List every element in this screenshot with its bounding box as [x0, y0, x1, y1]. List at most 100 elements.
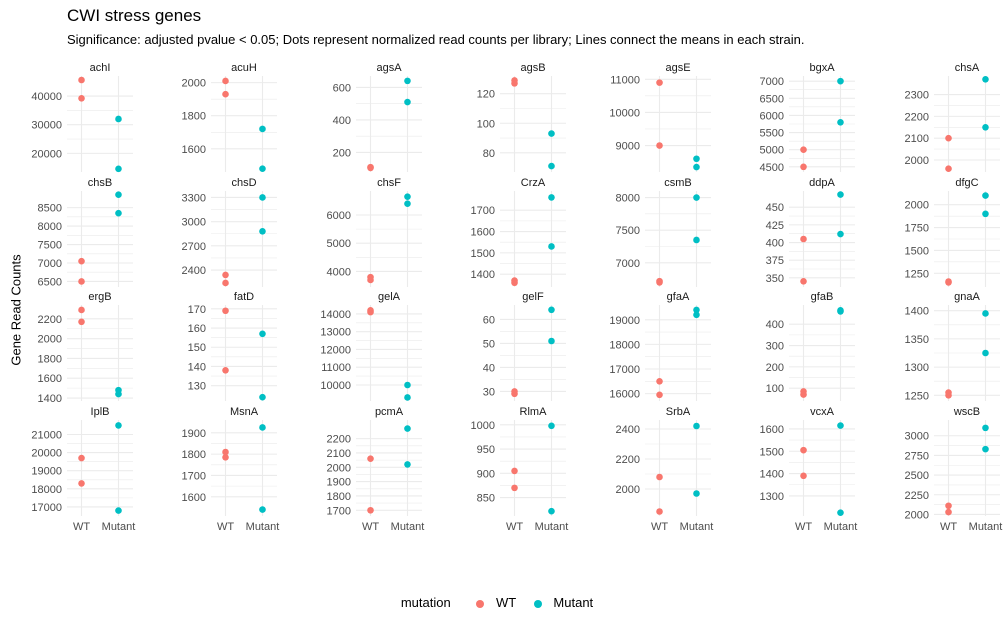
y-tick-label: 6000 — [760, 110, 784, 122]
y-tick-label: 2100 — [905, 133, 929, 145]
x-tick-label: Mutant — [680, 521, 714, 533]
point-mutant-agsB — [548, 130, 555, 137]
point-mutant-chsD — [259, 194, 266, 201]
facet-strip-gfaA: gfaA — [667, 291, 690, 303]
x-tick-label: WT — [651, 521, 668, 533]
y-tick-label: 8500 — [38, 203, 62, 215]
point-wt-acuH — [222, 90, 229, 98]
y-tick-label: 19000 — [609, 315, 640, 327]
facet-strip-bgxA: bgxA — [809, 62, 835, 74]
point-wt-gelA — [367, 308, 374, 316]
legend-label-mutant: Mutant — [553, 595, 594, 610]
y-tick-label: 60 — [483, 314, 495, 326]
legend: mutation WT Mutant — [0, 595, 1008, 610]
point-wt-ddpA — [800, 278, 807, 285]
y-tick-label: 2200 — [38, 314, 62, 326]
facet-strip-agsE: agsE — [665, 62, 690, 74]
point-wt-IplB — [78, 480, 85, 487]
point-mutant-gfaA — [693, 311, 700, 319]
point-mutant-acuH — [259, 165, 266, 172]
y-tick-label: 2200 — [905, 111, 929, 123]
point-mutant-acuH — [259, 125, 266, 133]
point-wt-gnaA — [945, 392, 952, 399]
point-wt-chsA — [945, 165, 952, 173]
point-wt-SrbA — [656, 508, 663, 515]
facet-strip-chsA: chsA — [955, 62, 980, 74]
x-tick-label: Mutant — [102, 521, 136, 533]
point-mutant-chsB — [115, 191, 122, 198]
y-tick-label: 200 — [766, 362, 784, 374]
point-mutant-chsA — [982, 75, 989, 83]
point-wt-gfaA — [656, 378, 663, 385]
y-tick-label: 2700 — [182, 241, 206, 253]
point-wt-IplB — [78, 454, 85, 462]
facet-strip-vcxA: vcxA — [810, 406, 835, 418]
y-tick-label: 4000 — [327, 266, 351, 278]
point-wt-wscB — [945, 508, 952, 516]
point-mutant-gelA — [404, 381, 411, 389]
y-tick-label: 900 — [477, 468, 495, 480]
y-tick-label: 2750 — [905, 450, 929, 462]
point-wt-pcmA — [367, 506, 374, 514]
point-mutant-IplB — [115, 422, 122, 429]
y-tick-label: 20000 — [31, 148, 62, 160]
point-wt-SrbA — [656, 473, 663, 481]
y-tick-label: 6500 — [760, 93, 784, 105]
y-tick-label: 20000 — [31, 448, 62, 460]
y-tick-label: 2000 — [616, 484, 640, 496]
point-mutant-chsA — [982, 123, 989, 131]
point-mutant-CrzA — [548, 194, 555, 201]
y-tick-label: 17000 — [31, 502, 62, 514]
y-tick-label: 8000 — [38, 221, 62, 233]
point-mutant-ddpA — [837, 230, 844, 238]
point-wt-bgxA — [800, 163, 807, 171]
point-wt-fatD — [222, 366, 229, 374]
y-tick-label: 400 — [766, 238, 784, 250]
point-mutant-chsF — [404, 193, 411, 200]
y-tick-label: 850 — [477, 493, 495, 505]
facet-strip-acuH: acuH — [231, 62, 257, 74]
point-mutant-agsA — [404, 77, 411, 85]
point-mutant-csmB — [693, 236, 700, 244]
point-mutant-gelF — [548, 306, 555, 314]
y-tick-label: 7500 — [38, 240, 62, 252]
y-tick-label: 17000 — [609, 364, 640, 376]
y-tick-label: 1400 — [760, 469, 784, 481]
y-tick-label: 4500 — [760, 162, 784, 174]
facet-strip-chsF: chsF — [377, 177, 401, 189]
facet-strip-ergB: ergB — [88, 291, 111, 303]
point-mutant-chsD — [259, 228, 266, 235]
y-tick-label: 12000 — [320, 344, 351, 356]
y-tick-label: 3000 — [182, 217, 206, 229]
y-tick-label: 1300 — [905, 362, 929, 374]
x-tick-label: Mutant — [391, 521, 425, 533]
chart-title: CWI stress genes — [67, 6, 202, 25]
facet-strip-csmB: csmB — [664, 177, 692, 189]
point-wt-chsB — [78, 278, 85, 285]
point-mutant-IplB — [115, 507, 122, 514]
point-mutant-achI — [115, 115, 122, 123]
point-mutant-pcmA — [404, 461, 411, 468]
facet-strip-chsD: chsD — [231, 177, 256, 189]
point-wt-MsnA — [222, 454, 229, 461]
legend-swatch-wt — [476, 599, 485, 608]
point-mutant-fatD — [259, 393, 266, 401]
y-tick-label: 1600 — [182, 144, 206, 156]
y-tick-label: 18000 — [31, 484, 62, 496]
facet-strip-ddpA: ddpA — [809, 177, 835, 189]
point-mutant-MsnA — [259, 506, 266, 513]
y-tick-label: 7000 — [38, 258, 62, 270]
y-tick-label: 170 — [188, 304, 206, 316]
y-tick-label: 40 — [483, 362, 495, 374]
point-wt-gelF — [511, 390, 518, 398]
y-tick-label: 6000 — [327, 210, 351, 222]
x-tick-label: WT — [940, 521, 957, 533]
y-tick-label: 7500 — [616, 225, 640, 237]
y-tick-label: 6500 — [38, 276, 62, 288]
point-wt-gfaB — [800, 391, 807, 398]
point-wt-MsnA — [222, 448, 229, 456]
y-tick-label: 400 — [766, 319, 784, 331]
y-tick-label: 160 — [188, 323, 206, 335]
y-tick-label: 1600 — [38, 373, 62, 385]
y-tick-label: 140 — [188, 361, 206, 373]
